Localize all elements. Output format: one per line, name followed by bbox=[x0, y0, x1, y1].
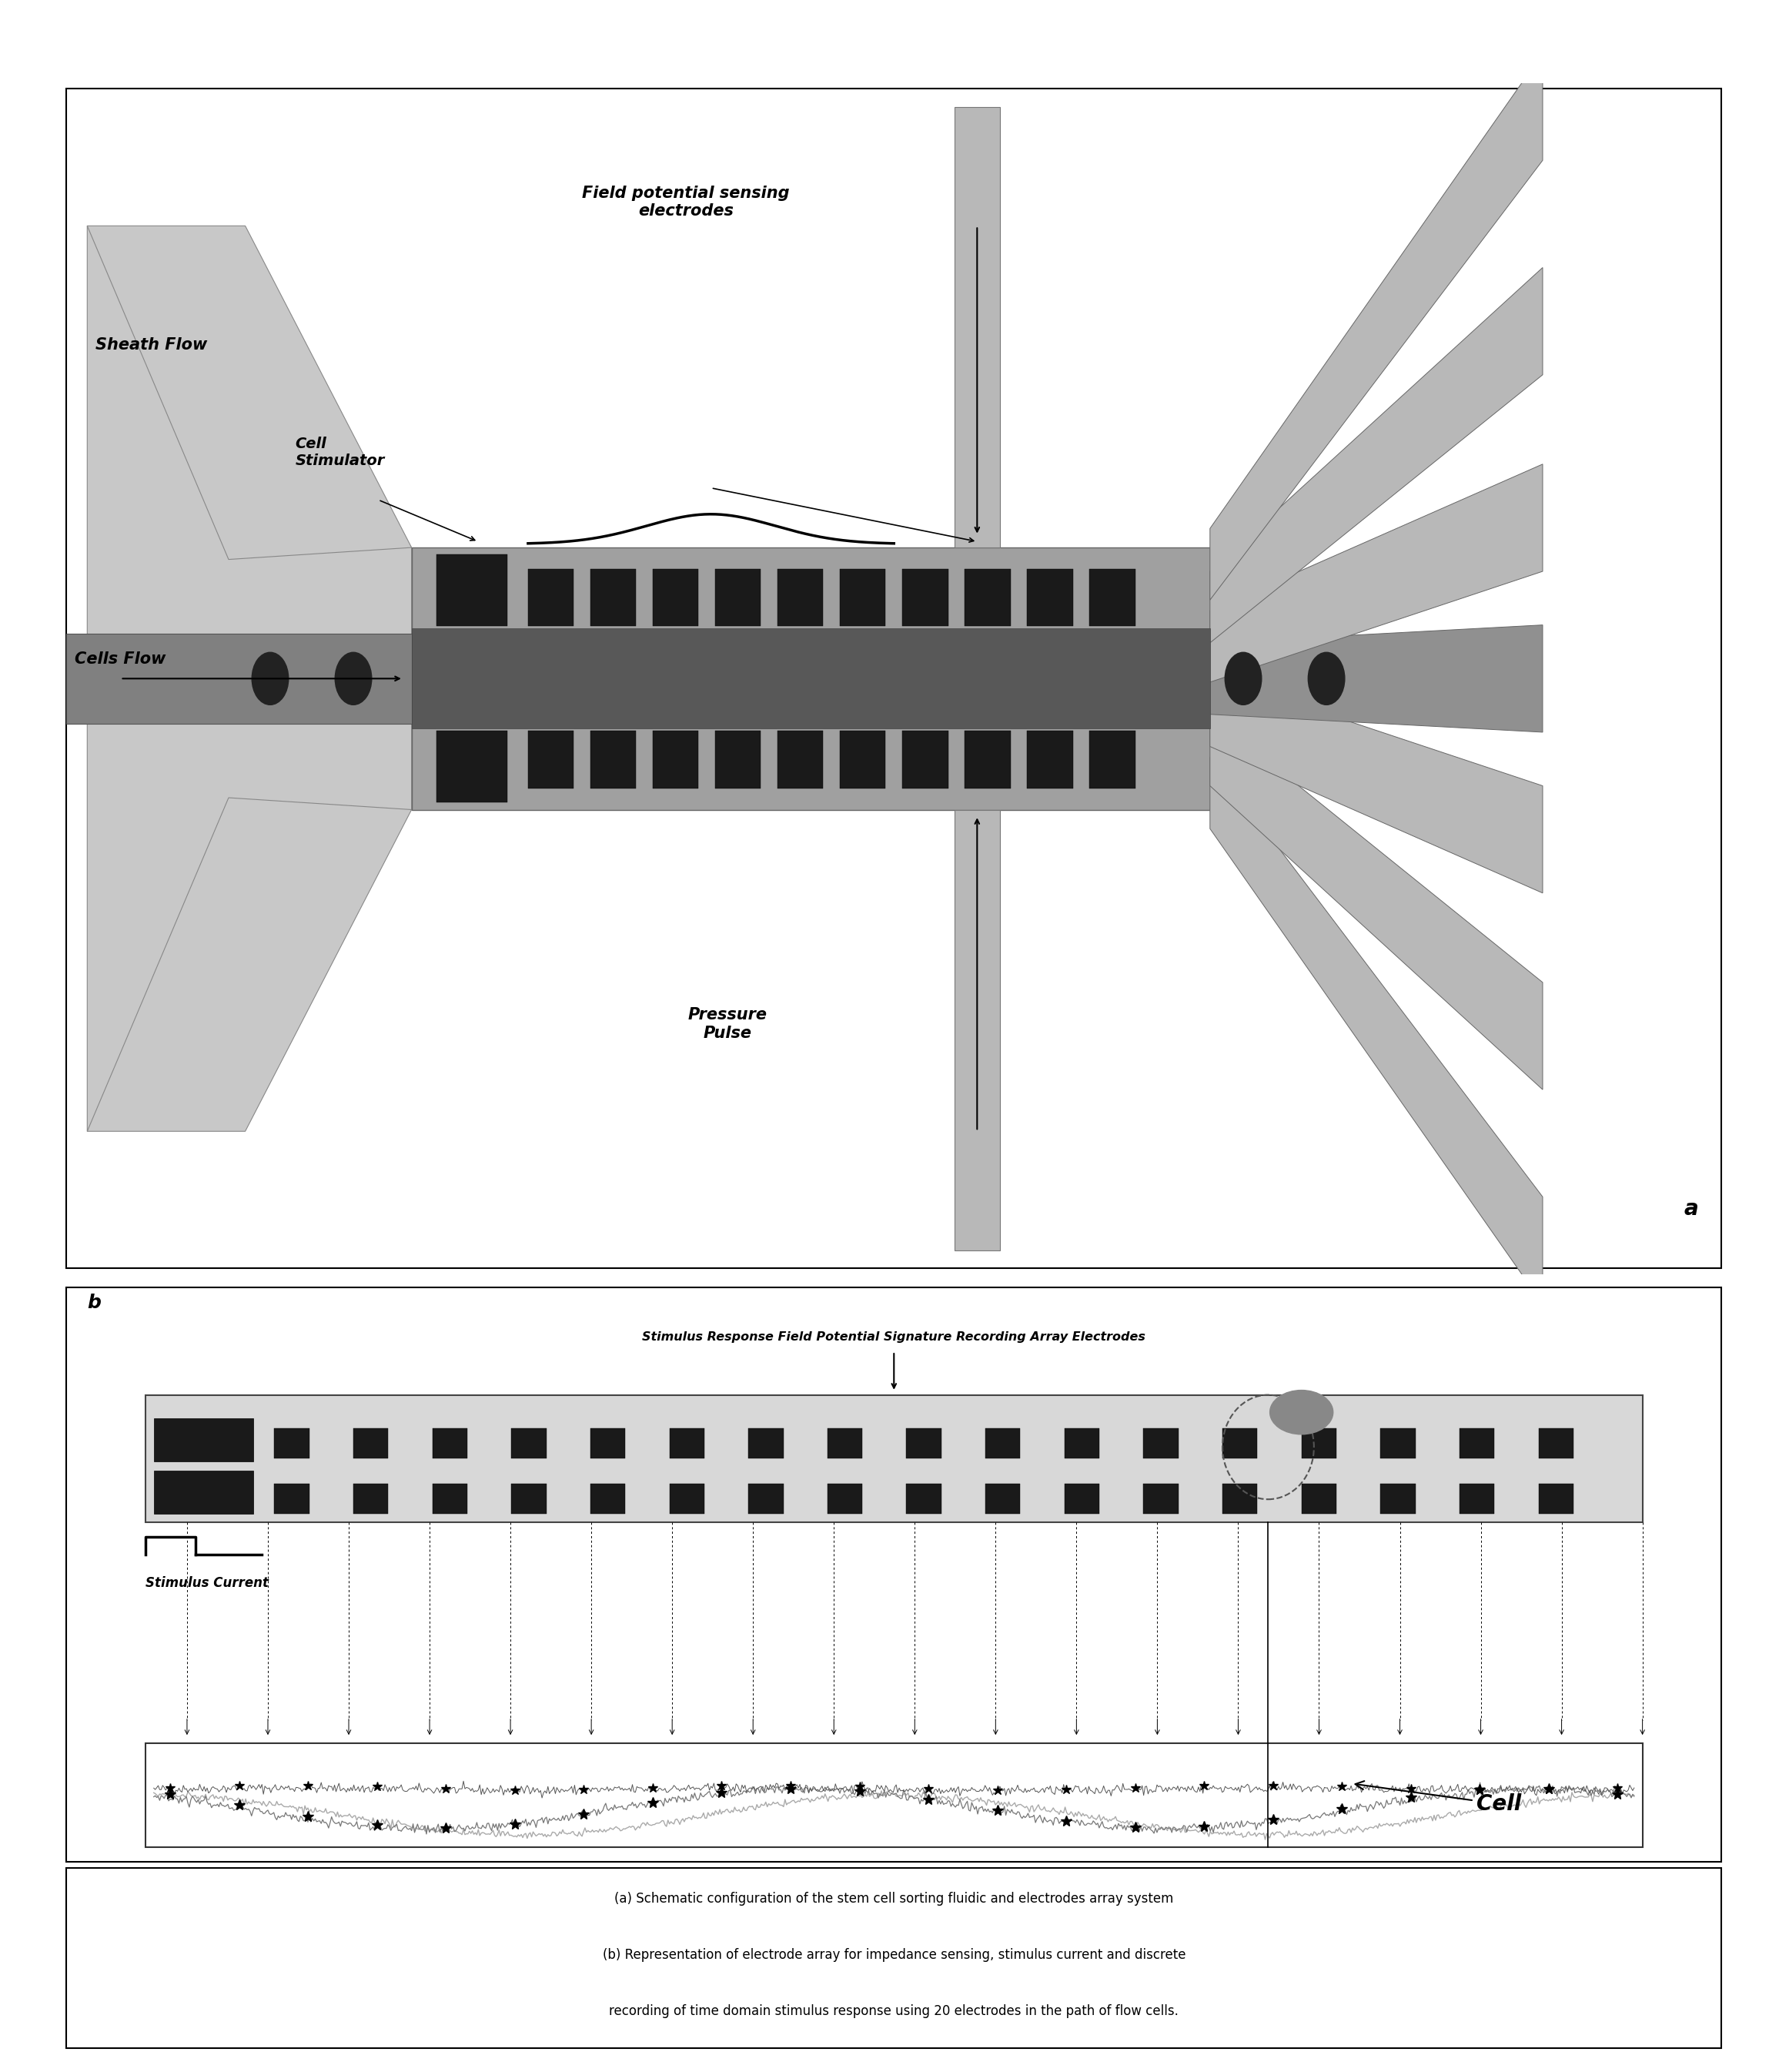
Polygon shape bbox=[1210, 267, 1542, 642]
Text: (a) Schematic configuration of the stem cell sorting fluidic and electrodes arra: (a) Schematic configuration of the stem … bbox=[614, 1892, 1174, 1906]
Polygon shape bbox=[1210, 675, 1542, 893]
Text: b: b bbox=[87, 1293, 101, 1312]
FancyBboxPatch shape bbox=[591, 731, 637, 787]
Text: Field potential sensing
electrodes: Field potential sensing electrodes bbox=[582, 184, 790, 220]
FancyBboxPatch shape bbox=[411, 628, 1210, 729]
FancyBboxPatch shape bbox=[432, 1428, 468, 1459]
FancyBboxPatch shape bbox=[436, 555, 507, 626]
Text: Stimulus Current: Stimulus Current bbox=[146, 1577, 269, 1591]
FancyBboxPatch shape bbox=[66, 89, 1722, 1268]
FancyBboxPatch shape bbox=[749, 1428, 783, 1459]
FancyBboxPatch shape bbox=[1089, 570, 1135, 626]
FancyBboxPatch shape bbox=[653, 570, 699, 626]
FancyBboxPatch shape bbox=[591, 570, 637, 626]
FancyBboxPatch shape bbox=[146, 1394, 1642, 1523]
FancyBboxPatch shape bbox=[153, 1471, 254, 1515]
FancyBboxPatch shape bbox=[986, 1484, 1021, 1515]
FancyBboxPatch shape bbox=[653, 731, 699, 787]
FancyBboxPatch shape bbox=[354, 1484, 388, 1515]
Text: recording of time domain stimulus response using 20 electrodes in the path of fl: recording of time domain stimulus respon… bbox=[608, 2004, 1179, 2018]
FancyBboxPatch shape bbox=[840, 731, 886, 787]
Polygon shape bbox=[1210, 464, 1542, 682]
FancyBboxPatch shape bbox=[1089, 731, 1135, 787]
FancyBboxPatch shape bbox=[840, 570, 886, 626]
FancyBboxPatch shape bbox=[1222, 1428, 1258, 1459]
FancyBboxPatch shape bbox=[777, 570, 824, 626]
FancyBboxPatch shape bbox=[902, 731, 948, 787]
FancyBboxPatch shape bbox=[354, 1428, 388, 1459]
FancyBboxPatch shape bbox=[1144, 1484, 1178, 1515]
FancyBboxPatch shape bbox=[436, 731, 507, 802]
FancyBboxPatch shape bbox=[1222, 1484, 1258, 1515]
Text: Stimulus Response Field Potential Signature Recording Array Electrodes: Stimulus Response Field Potential Signat… bbox=[642, 1330, 1146, 1343]
FancyBboxPatch shape bbox=[432, 1484, 468, 1515]
FancyBboxPatch shape bbox=[511, 1484, 546, 1515]
FancyBboxPatch shape bbox=[411, 547, 1210, 810]
FancyBboxPatch shape bbox=[1144, 1428, 1178, 1459]
FancyBboxPatch shape bbox=[1064, 1428, 1099, 1459]
FancyBboxPatch shape bbox=[827, 1484, 863, 1515]
FancyBboxPatch shape bbox=[274, 1484, 310, 1515]
FancyBboxPatch shape bbox=[749, 1484, 783, 1515]
FancyBboxPatch shape bbox=[777, 731, 824, 787]
Circle shape bbox=[1270, 1390, 1332, 1434]
FancyBboxPatch shape bbox=[1302, 1484, 1336, 1515]
FancyBboxPatch shape bbox=[669, 1484, 704, 1515]
FancyBboxPatch shape bbox=[66, 1869, 1722, 2047]
FancyBboxPatch shape bbox=[66, 1287, 1722, 1863]
FancyBboxPatch shape bbox=[986, 1428, 1021, 1459]
FancyBboxPatch shape bbox=[964, 731, 1010, 787]
Polygon shape bbox=[1210, 54, 1542, 601]
FancyBboxPatch shape bbox=[715, 570, 761, 626]
FancyBboxPatch shape bbox=[954, 810, 1000, 1249]
Polygon shape bbox=[66, 634, 411, 723]
Polygon shape bbox=[87, 798, 411, 1131]
FancyBboxPatch shape bbox=[907, 1428, 941, 1459]
FancyBboxPatch shape bbox=[1459, 1428, 1494, 1459]
Text: Cell
Stimulator: Cell Stimulator bbox=[295, 437, 384, 468]
FancyBboxPatch shape bbox=[528, 570, 575, 626]
Text: Sheath Flow: Sheath Flow bbox=[96, 338, 208, 352]
FancyBboxPatch shape bbox=[511, 1428, 546, 1459]
FancyBboxPatch shape bbox=[669, 1428, 704, 1459]
FancyBboxPatch shape bbox=[1539, 1428, 1573, 1459]
FancyBboxPatch shape bbox=[964, 570, 1010, 626]
FancyBboxPatch shape bbox=[591, 1428, 624, 1459]
Polygon shape bbox=[1210, 756, 1542, 1303]
Circle shape bbox=[1226, 653, 1261, 704]
Text: a: a bbox=[1685, 1198, 1699, 1218]
FancyBboxPatch shape bbox=[146, 1743, 1642, 1848]
FancyBboxPatch shape bbox=[591, 1484, 624, 1515]
Text: (b) Representation of electrode array for impedance sensing, stimulus current an: (b) Representation of electrode array fo… bbox=[603, 1948, 1185, 1962]
Polygon shape bbox=[87, 226, 411, 1131]
FancyBboxPatch shape bbox=[1064, 1484, 1099, 1515]
Polygon shape bbox=[87, 226, 411, 559]
Text: Cell: Cell bbox=[1356, 1782, 1521, 1815]
FancyBboxPatch shape bbox=[1381, 1428, 1416, 1459]
FancyBboxPatch shape bbox=[528, 731, 575, 787]
FancyBboxPatch shape bbox=[827, 1428, 863, 1459]
Polygon shape bbox=[1210, 626, 1542, 731]
FancyBboxPatch shape bbox=[1539, 1484, 1573, 1515]
FancyBboxPatch shape bbox=[954, 106, 1000, 547]
Text: Cells Flow: Cells Flow bbox=[75, 651, 165, 667]
Text: Pressure
Pulse: Pressure Pulse bbox=[688, 1007, 767, 1040]
FancyBboxPatch shape bbox=[902, 570, 948, 626]
FancyBboxPatch shape bbox=[1381, 1484, 1416, 1515]
FancyBboxPatch shape bbox=[274, 1428, 310, 1459]
FancyBboxPatch shape bbox=[1302, 1428, 1336, 1459]
FancyBboxPatch shape bbox=[715, 731, 761, 787]
FancyBboxPatch shape bbox=[907, 1484, 941, 1515]
FancyBboxPatch shape bbox=[1026, 731, 1073, 787]
FancyBboxPatch shape bbox=[1459, 1484, 1494, 1515]
Circle shape bbox=[1308, 653, 1345, 704]
Circle shape bbox=[253, 653, 288, 704]
Polygon shape bbox=[1210, 715, 1542, 1090]
FancyBboxPatch shape bbox=[1026, 570, 1073, 626]
FancyBboxPatch shape bbox=[153, 1417, 254, 1461]
Circle shape bbox=[334, 653, 372, 704]
